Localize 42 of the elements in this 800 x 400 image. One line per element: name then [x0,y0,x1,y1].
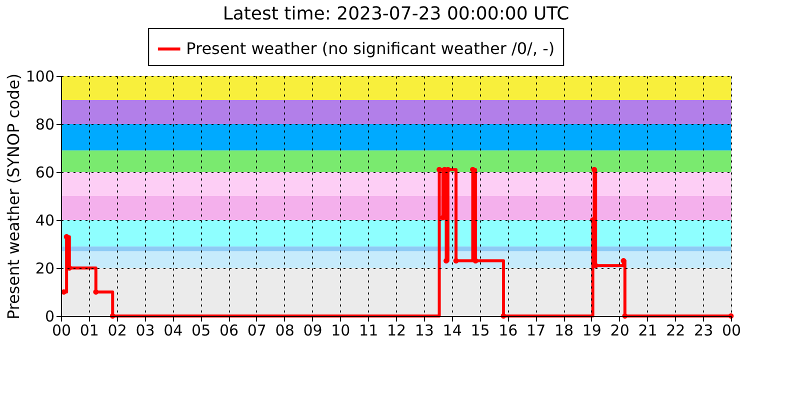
y-tick-label: 0 [44,308,54,326]
x-tick-label: 05 [192,322,211,340]
x-tick-label: 03 [136,322,155,340]
x-tick-label: 13 [414,322,434,340]
x-tick-label: 16 [498,322,518,340]
x-tick-label: 10 [331,322,350,340]
y-tick-label: 40 [35,212,54,230]
x-tick-label: 14 [442,322,462,340]
y-tick-label: 80 [35,116,54,134]
x-tick-label: 23 [694,322,714,340]
point [470,166,476,172]
x-tick-label: 20 [610,322,630,340]
point [64,234,70,240]
x-tick-label: 22 [666,322,686,340]
point [453,258,459,264]
y-tick-label: 100 [26,68,54,86]
x-tick-label: 09 [303,322,322,340]
x-tick-label: 07 [247,322,266,340]
x-tick-label: 17 [526,322,546,340]
x-tick-label: 18 [554,322,574,340]
x-tick-label: 11 [359,322,378,340]
x-tick-label: 06 [219,322,239,340]
point [444,258,449,264]
x-tick-label: 08 [275,322,294,340]
x-tick-label: 04 [164,322,183,340]
chart-title: Latest time: 2023-07-23 00:00:00 UTC [222,4,570,24]
y-axis-title: Present weather (SYNOP code) [4,73,23,320]
x-tick-label: 00 [52,322,72,340]
y-tick-label: 60 [35,164,54,182]
x-tick-label: 21 [638,322,658,340]
point [93,289,99,295]
x-tick-label: 19 [582,322,602,340]
x-tick-label: 02 [108,322,127,340]
y-tick-label: 20 [35,260,54,278]
x-tick-label: 00 [722,322,742,340]
point [591,166,597,172]
x-tick-label: 12 [386,322,406,340]
point [436,166,442,172]
point [472,258,478,264]
x-tick-label: 15 [470,322,490,340]
x-tick-label: 01 [80,322,99,340]
legend-label: Present weather (no significant weather /0/, -) [186,39,555,58]
